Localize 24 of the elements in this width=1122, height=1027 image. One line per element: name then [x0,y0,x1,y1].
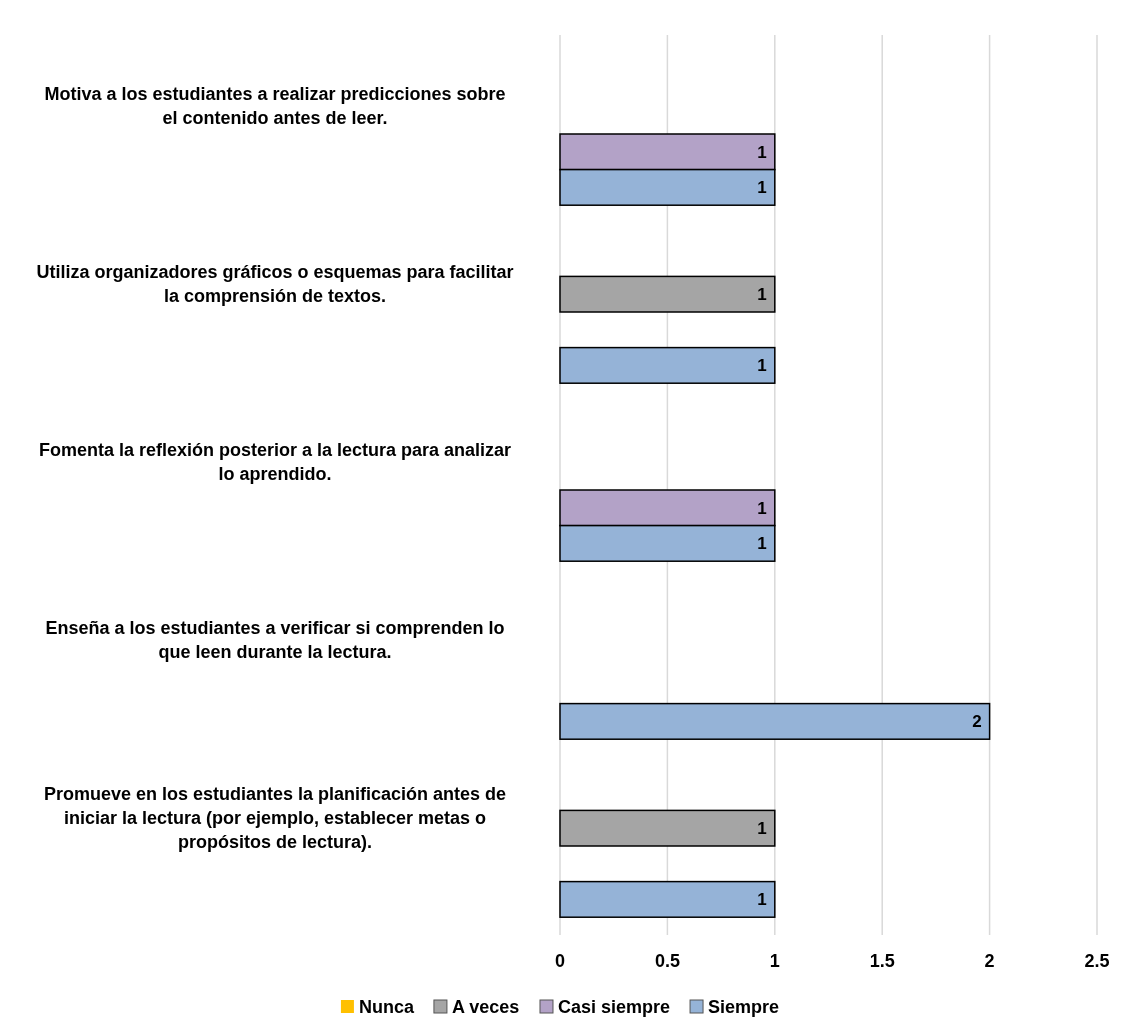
legend-label: Casi siempre [557,996,671,1017]
data-label: 1 [757,498,767,518]
data-label: 1 [757,142,767,162]
x-tick-label: 0.5 [654,951,680,971]
legend-label: A veces [451,996,520,1017]
data-label: 2 [972,712,982,732]
data-label: 1 [757,819,767,839]
data-label: 1 [757,285,767,305]
y-tick-label: Promueve en los estudiantes la planificación antes de iniciar la lectura (por ejemplo, establecer metas o propósitos de lectura). [43,783,507,852]
data-label: 1 [757,890,767,910]
data-label: 1 [757,178,767,198]
y-tick-label: Utiliza organizadores gráficos o esquemas para facilitar la comprensión de textos. [36,261,514,306]
legend-label: Nunca [358,996,415,1017]
x-tick-label: 2 [984,951,995,971]
x-tick-label: 2.5 [1084,951,1110,971]
y-tick-label: Enseña a los estudiantes a verificar si comprenden lo que leen durante la lectura. [45,617,505,662]
y-tick-label: Motiva a los estudiantes a realizar predicciones sobre el contenido antes de leer. [44,83,506,128]
legend-label: Siempre [708,996,780,1017]
x-tick-label: 1 [769,951,780,971]
data-label: 1 [757,356,767,376]
data-label: 1 [757,534,767,554]
x-tick-label: 0 [554,951,566,971]
x-tick-label: 1.5 [869,951,895,971]
y-tick-label: Fomenta la reflexión posterior a la lectura para analizar lo aprendido. [38,439,512,484]
